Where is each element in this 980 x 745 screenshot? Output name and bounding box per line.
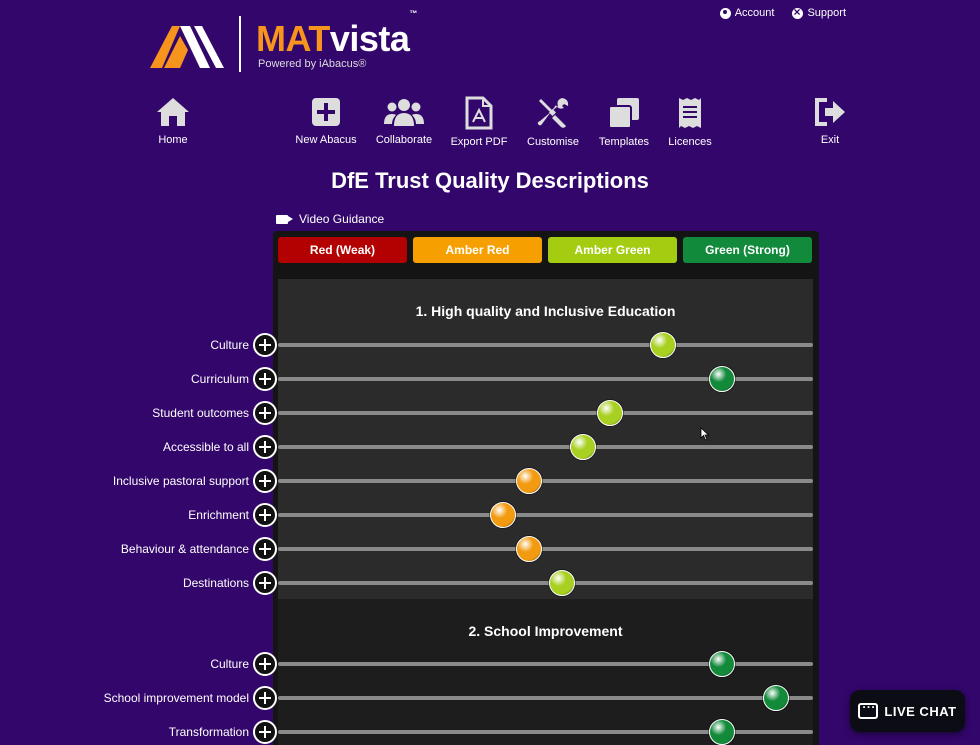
live-chat-label: LIVE CHAT <box>884 703 957 719</box>
rating-slider-knob[interactable] <box>569 434 596 460</box>
collaborate-button[interactable]: Collaborate <box>364 96 444 146</box>
expand-row-button[interactable] <box>253 367 277 391</box>
legend-amber-green: Amber Green <box>548 237 677 263</box>
rating-track[interactable] <box>278 377 813 381</box>
rating-track[interactable] <box>278 411 813 415</box>
expand-row-button[interactable] <box>253 686 277 710</box>
logo-mark-icon <box>150 26 224 68</box>
expand-row-button[interactable] <box>253 401 277 425</box>
logo-wordmark: MATvista™ <box>256 9 417 59</box>
expand-row-button[interactable] <box>253 503 277 527</box>
tools-icon <box>537 98 569 128</box>
expand-row-button[interactable] <box>253 469 277 493</box>
row-label: Curriculum <box>190 372 249 386</box>
account-link[interactable]: Account <box>719 7 775 19</box>
section-2: 2. School Improvement <box>278 599 813 745</box>
row-label: Accessible to all <box>162 440 249 454</box>
abacus-panel: Red (Weak) Amber Red Amber Green Green (… <box>273 231 819 745</box>
logo-subtitle: Powered by iAbacus® <box>258 58 367 70</box>
section-title: 1. High quality and Inclusive Education <box>415 303 676 319</box>
expand-row-button[interactable] <box>253 720 277 744</box>
rating-track[interactable] <box>278 343 813 347</box>
licences-label: Licences <box>668 136 712 148</box>
expand-row-button[interactable] <box>253 333 277 357</box>
users-icon <box>384 99 424 126</box>
support-link[interactable]: Support <box>792 5 846 19</box>
row-label: Student outcomes <box>152 406 249 420</box>
rating-slider-knob[interactable] <box>762 685 789 711</box>
customise-button[interactable]: Customise <box>513 96 593 148</box>
rating-legend: Red (Weak) Amber Red Amber Green Green (… <box>278 237 812 263</box>
collaborate-label: Collaborate <box>375 134 433 146</box>
mouse-cursor-icon <box>700 427 710 441</box>
copy-icon <box>608 98 639 129</box>
legend-green: Green (Strong) <box>683 237 812 263</box>
video-guidance-link[interactable]: Video Guidance <box>276 212 384 226</box>
live-chat-button[interactable]: LIVE CHAT <box>850 690 965 732</box>
matvista-logo[interactable]: MATvista™ Powered by iAbacus® <box>150 9 450 74</box>
pdf-file-icon <box>465 96 493 130</box>
home-label: Home <box>158 134 188 146</box>
row-label: Destinations <box>182 576 249 590</box>
rating-slider-knob[interactable] <box>709 719 736 745</box>
top-links: Account Support <box>719 5 846 19</box>
exit-label: Exit <box>820 134 840 146</box>
section-title: 2. School Improvement <box>468 623 623 639</box>
licences-button[interactable]: Licences <box>650 96 730 148</box>
support-icon <box>792 5 804 19</box>
new-abacus-button[interactable]: New Abacus <box>286 96 366 146</box>
receipt-icon <box>679 98 701 128</box>
rating-track[interactable] <box>278 445 813 449</box>
expand-row-button[interactable] <box>253 652 277 676</box>
rating-track[interactable] <box>278 730 813 734</box>
row-label: Behaviour & attendance <box>120 542 249 556</box>
rating-slider-knob[interactable] <box>709 366 736 392</box>
rating-track[interactable] <box>278 479 813 483</box>
row-label: Inclusive pastoral support <box>112 474 249 488</box>
rating-track[interactable] <box>278 696 813 700</box>
account-label: Account <box>734 7 775 19</box>
expand-row-button[interactable] <box>253 435 277 459</box>
video-guidance-label: Video Guidance <box>299 212 385 226</box>
row-label: Culture <box>210 338 249 352</box>
new-abacus-label: New Abacus <box>295 134 357 146</box>
support-label: Support <box>807 7 846 19</box>
rating-slider-knob[interactable] <box>709 651 736 677</box>
legend-amber-red: Amber Red <box>413 237 542 263</box>
rating-slider-knob[interactable] <box>516 536 543 562</box>
exit-button[interactable]: Exit <box>790 96 870 146</box>
rating-slider-knob[interactable] <box>548 570 575 596</box>
account-icon <box>719 7 731 19</box>
rating-slider-knob[interactable] <box>596 400 623 426</box>
row-label: Enrichment <box>188 508 249 522</box>
home-button[interactable]: Home <box>133 96 213 146</box>
legend-red: Red (Weak) <box>278 237 407 263</box>
logo-divider <box>239 16 241 72</box>
rating-track[interactable] <box>278 581 813 585</box>
home-icon <box>157 98 189 126</box>
expand-row-button[interactable] <box>253 571 277 595</box>
export-pdf-button[interactable]: Export PDF <box>439 96 519 148</box>
row-label: School improvement model <box>103 691 249 705</box>
expand-row-button[interactable] <box>253 537 277 561</box>
row-label: Culture <box>210 657 249 671</box>
rating-slider-knob[interactable] <box>489 502 516 528</box>
rating-track[interactable] <box>278 662 813 666</box>
page-title: DfE Trust Quality Descriptions <box>331 168 649 193</box>
templates-label: Templates <box>598 136 650 148</box>
templates-button[interactable]: Templates <box>584 96 664 148</box>
rating-track[interactable] <box>278 513 813 517</box>
exit-icon <box>815 98 845 126</box>
section-1: 1. High quality and Inclusive Education <box>278 279 813 599</box>
customise-label: Customise <box>527 136 579 148</box>
video-camera-icon <box>276 214 293 224</box>
row-label: Transformation <box>168 725 249 739</box>
rating-slider-knob[interactable] <box>650 332 677 358</box>
rating-slider-knob[interactable] <box>516 468 543 494</box>
export-pdf-label: Export PDF <box>450 136 508 148</box>
plus-square-icon <box>312 98 340 126</box>
rating-track[interactable] <box>278 547 813 551</box>
chat-icon <box>858 700 879 719</box>
